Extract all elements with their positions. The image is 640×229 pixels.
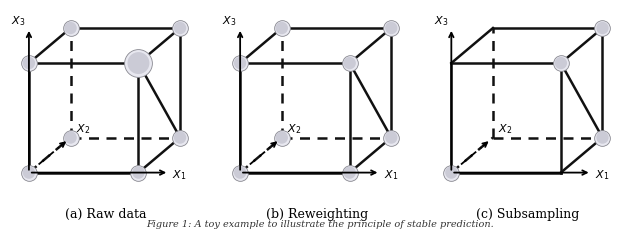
Point: [446, 171, 456, 175]
Text: $X_1$: $X_1$: [383, 167, 398, 181]
Point: [24, 62, 34, 66]
Point: [133, 171, 143, 175]
Point: [235, 62, 245, 66]
Point: [175, 136, 185, 140]
Point: [386, 27, 396, 31]
Point: [65, 136, 76, 140]
Point: [276, 27, 287, 31]
Text: $X_1$: $X_1$: [595, 167, 609, 181]
Point: [597, 136, 607, 140]
Point: [175, 27, 185, 31]
Point: [133, 171, 143, 175]
Point: [24, 171, 34, 175]
Point: [344, 62, 355, 66]
Point: [65, 27, 76, 31]
Point: [65, 136, 76, 140]
Point: [276, 27, 287, 31]
Point: [597, 27, 607, 31]
Text: $X_3$: $X_3$: [434, 14, 448, 28]
Point: [65, 27, 76, 31]
Point: [446, 171, 456, 175]
Point: [386, 136, 396, 140]
Point: [235, 171, 245, 175]
Text: $X_2$: $X_2$: [287, 121, 301, 135]
Text: $X_3$: $X_3$: [12, 14, 26, 28]
Text: (b) Reweighting: (b) Reweighting: [266, 207, 368, 221]
Point: [235, 62, 245, 66]
Text: (c) Subsampling: (c) Subsampling: [476, 207, 580, 221]
Point: [597, 136, 607, 140]
Text: (a) Raw data: (a) Raw data: [65, 207, 147, 221]
Point: [133, 62, 143, 66]
Point: [386, 27, 396, 31]
Point: [24, 171, 34, 175]
Point: [24, 62, 34, 66]
Point: [175, 27, 185, 31]
Point: [597, 27, 607, 31]
Point: [344, 62, 355, 66]
Point: [386, 136, 396, 140]
Text: $X_1$: $X_1$: [172, 167, 187, 181]
Text: $X_3$: $X_3$: [223, 14, 237, 28]
Point: [276, 136, 287, 140]
Point: [556, 62, 566, 66]
Point: [276, 136, 287, 140]
Text: $X_2$: $X_2$: [499, 121, 513, 135]
Point: [344, 171, 355, 175]
Point: [556, 62, 566, 66]
Point: [344, 171, 355, 175]
Point: [175, 136, 185, 140]
Text: $X_2$: $X_2$: [76, 121, 90, 135]
Point: [133, 62, 143, 66]
Point: [235, 171, 245, 175]
Text: Figure 1: A toy example to illustrate the principle of stable prediction.: Figure 1: A toy example to illustrate th…: [146, 219, 494, 228]
